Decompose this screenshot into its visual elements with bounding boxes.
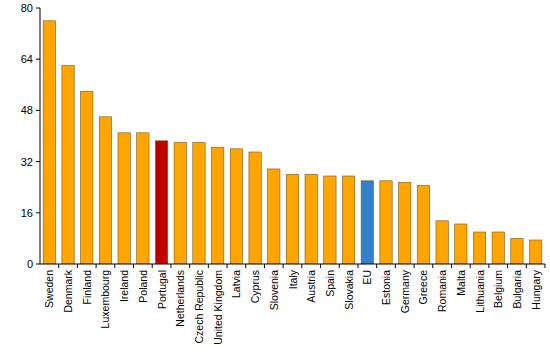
x-tick bbox=[488, 264, 489, 268]
x-tick-label: Finland bbox=[81, 270, 93, 305]
x-tick-label: Netherlands bbox=[174, 270, 186, 327]
bar bbox=[43, 21, 55, 264]
x-tick-label: Greece bbox=[417, 270, 429, 305]
x-tick-label: Latvia bbox=[230, 270, 242, 298]
x-tick bbox=[77, 264, 78, 268]
x-tick bbox=[470, 264, 471, 268]
x-tick bbox=[189, 264, 190, 268]
x-tick bbox=[451, 264, 452, 268]
bar bbox=[473, 232, 485, 264]
bar bbox=[492, 232, 504, 264]
bar bbox=[137, 133, 149, 264]
x-tick bbox=[283, 264, 284, 268]
bar bbox=[118, 133, 130, 264]
x-tick-label: Bulgaria bbox=[511, 270, 523, 309]
x-tick bbox=[376, 264, 377, 268]
bar bbox=[324, 176, 336, 264]
x-tick-label: Germany bbox=[399, 269, 411, 313]
x-tick bbox=[227, 264, 228, 268]
x-tick-label: Ireland bbox=[118, 270, 130, 302]
y-tick-label: 48 bbox=[21, 104, 33, 116]
x-tick bbox=[264, 264, 265, 268]
x-tick-label: Estonia bbox=[380, 270, 392, 305]
x-tick-label: Cyprus bbox=[249, 270, 261, 303]
bar bbox=[230, 149, 242, 264]
bar bbox=[193, 142, 205, 264]
x-tick-label: Austria bbox=[305, 270, 317, 303]
y-tick bbox=[36, 59, 40, 60]
x-tick bbox=[152, 264, 153, 268]
chart-container: 0 16 32 48 64 80 Sweden Denmark Finland Luxembour… bbox=[0, 0, 550, 363]
bars bbox=[43, 21, 542, 264]
bar bbox=[268, 169, 280, 264]
x-tick bbox=[133, 264, 134, 268]
x-tick-label: United Kingdom bbox=[212, 270, 224, 345]
x-tick-label: Denmark bbox=[62, 269, 74, 312]
bar bbox=[342, 176, 354, 264]
x-tick bbox=[170, 264, 171, 268]
bar bbox=[417, 186, 429, 264]
y-tick-label: 32 bbox=[21, 156, 33, 168]
x-tick-label: Portugal bbox=[156, 270, 168, 309]
x-tick bbox=[526, 264, 527, 268]
y-axis bbox=[40, 8, 41, 264]
x-tick bbox=[114, 264, 115, 268]
x-tick bbox=[414, 264, 415, 268]
y-tick-label: 16 bbox=[21, 207, 33, 219]
bar bbox=[305, 174, 317, 264]
x-tick-label: Belgium bbox=[492, 270, 504, 308]
x-tick bbox=[320, 264, 321, 268]
bar bbox=[249, 152, 261, 264]
x-tick bbox=[245, 264, 246, 268]
bar bbox=[62, 66, 74, 264]
y-tick bbox=[36, 8, 40, 9]
x-tick bbox=[395, 264, 396, 268]
x-tick-label: Luxembourg bbox=[99, 270, 111, 329]
x-tick-label: Czech Republic bbox=[193, 270, 205, 344]
y-tick-label: 80 bbox=[21, 2, 33, 14]
x-tick-label: Lithuania bbox=[474, 270, 486, 313]
x-axis bbox=[40, 264, 545, 265]
y-tick-label: 0 bbox=[27, 258, 33, 270]
x-tick-label: Slovakia bbox=[343, 270, 355, 310]
x-tick bbox=[545, 264, 546, 268]
bar bbox=[286, 174, 298, 264]
x-tick bbox=[507, 264, 508, 268]
x-tick bbox=[357, 264, 358, 268]
bar bbox=[99, 117, 111, 264]
x-tick bbox=[96, 264, 97, 268]
x-tick-label: Poland bbox=[137, 270, 149, 303]
y-tick bbox=[36, 110, 40, 111]
bar bbox=[174, 142, 186, 264]
bar bbox=[81, 91, 93, 264]
bar bbox=[511, 238, 523, 264]
bar bbox=[212, 147, 224, 264]
x-tick bbox=[339, 264, 340, 268]
x-tick-label: EU bbox=[361, 270, 373, 285]
x-tick bbox=[432, 264, 433, 268]
bar bbox=[455, 224, 467, 264]
x-tick-label: Malta bbox=[455, 270, 467, 296]
x-tick-label: Hungary bbox=[530, 269, 542, 309]
x-tick-label: Italy bbox=[287, 269, 299, 289]
x-tick-label: Sweden bbox=[43, 270, 55, 308]
y-tick bbox=[36, 264, 40, 265]
bar bbox=[436, 221, 448, 264]
x-tick-label: Slovenia bbox=[268, 270, 280, 310]
y-tick-label: 64 bbox=[21, 53, 33, 65]
bar bbox=[529, 240, 541, 264]
bar bbox=[155, 141, 167, 264]
bar bbox=[399, 182, 411, 264]
x-tick bbox=[58, 264, 59, 268]
x-tick-label: Spain bbox=[324, 270, 336, 297]
x-tick bbox=[301, 264, 302, 268]
y-tick bbox=[36, 212, 40, 213]
y-tick bbox=[36, 161, 40, 162]
x-tick bbox=[208, 264, 209, 268]
bar bbox=[380, 181, 392, 264]
chart: 0 16 32 48 64 80 Sweden Denmark Finland Luxembour… bbox=[0, 0, 550, 363]
x-tick-label: Romania bbox=[436, 270, 448, 312]
bar bbox=[361, 181, 373, 264]
